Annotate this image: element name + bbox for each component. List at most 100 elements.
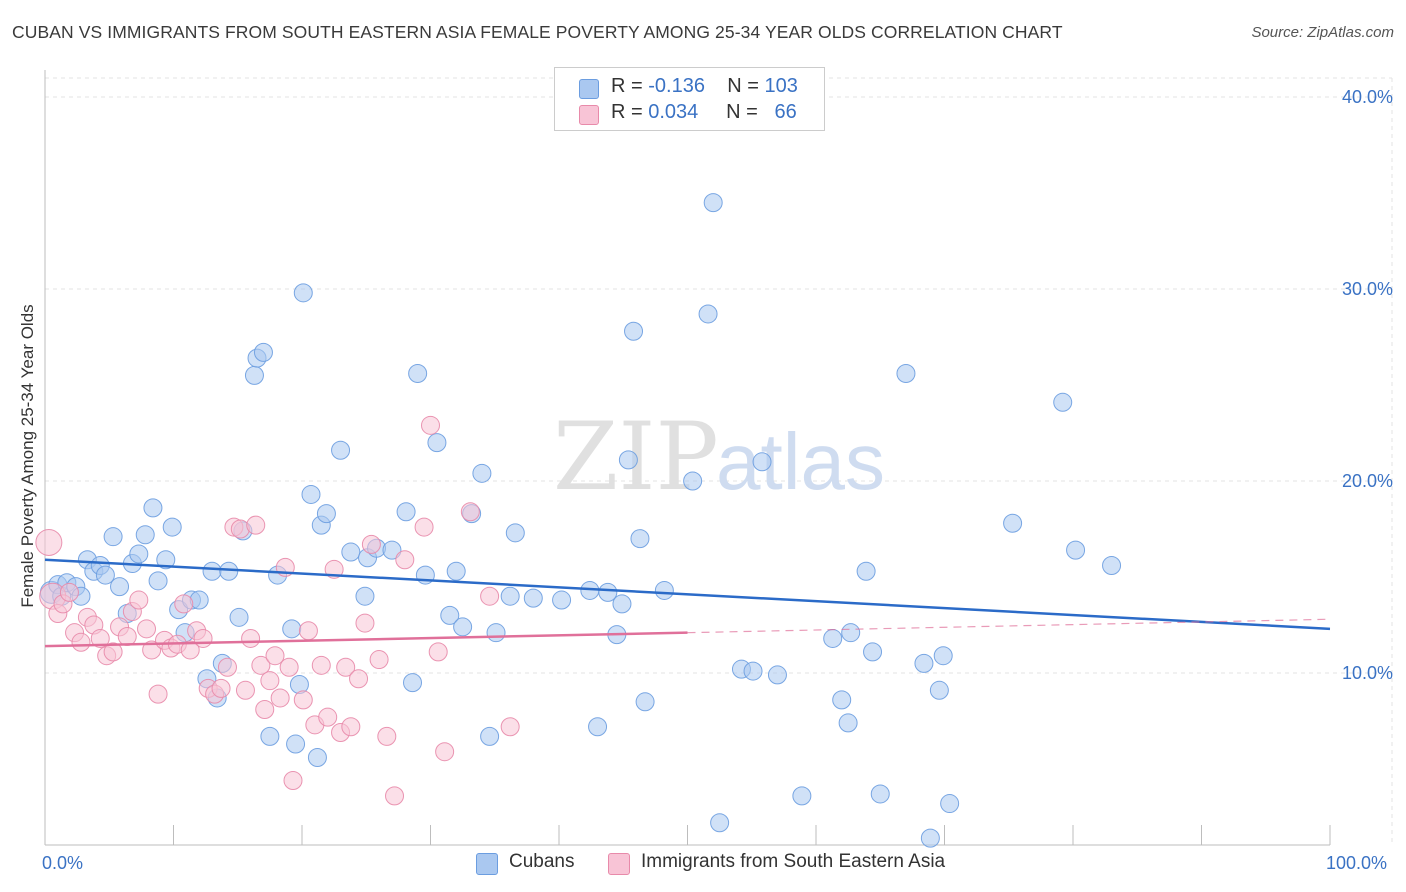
watermark: ZIP atlas [553,403,885,512]
point-cubans [710,813,730,833]
point-cubans [1053,392,1073,412]
point-cubans [301,484,321,504]
point-cubans [624,321,644,341]
r-label: R = [611,75,643,97]
x-tick-right: 100.0% [1326,853,1388,873]
point-cubans [870,784,890,804]
point-cubans [129,544,149,564]
point-immigrants [421,415,440,435]
point-cubans [148,571,168,591]
point-cubans [618,450,638,470]
point-immigrants [251,655,271,675]
point-cubans [446,561,466,581]
point-immigrants [235,680,255,700]
point-immigrants [395,550,415,570]
point-cubans [382,540,402,560]
point-cubans [408,363,428,383]
point-cubans [110,577,130,597]
n-value: 66 [774,101,797,123]
point-cubans [1102,555,1122,575]
point-immigrants [260,671,280,691]
point-immigrants [180,640,200,660]
legend-label: Cubans [509,851,575,872]
point-cubans [341,542,361,562]
point-immigrants [318,707,338,727]
point-cubans [703,193,723,213]
chart-title: CUBAN VS IMMIGRANTS FROM SOUTH EASTERN A… [12,22,1063,42]
y-tick-label: 40.0% [1342,87,1393,107]
point-immigrants [369,650,389,670]
point-immigrants [336,657,356,677]
point-immigrants [246,515,266,535]
point-cubans [914,653,934,673]
legend-swatch-cubans [476,853,498,875]
point-cubans [427,433,447,453]
point-cubans [1066,540,1086,560]
point-cubans [856,561,876,581]
point-cubans [863,642,883,662]
point-immigrants [217,657,237,677]
point-cubans [654,580,674,600]
point-immigrants [59,582,79,602]
point-cubans [286,734,306,754]
point-immigrants [129,590,149,610]
point-cubans [698,304,718,324]
point-cubans [331,440,351,460]
point-immigrants [255,699,275,719]
point-immigrants [270,688,290,708]
n-label: N = [726,101,758,123]
point-cubans [523,588,543,608]
point-immigrants [279,657,299,677]
r-value: -0.136 [648,75,705,97]
point-cubans [453,617,473,637]
point-immigrants [460,502,480,522]
y-tick-label: 30.0% [1342,279,1393,299]
n-label: N = [727,75,759,97]
point-cubans [933,646,953,666]
point-cubans [282,619,302,639]
point-immigrants [355,613,375,633]
y-tick-label: 10.0% [1342,663,1393,683]
point-cubans [896,363,916,383]
point-immigrants [298,621,318,641]
point-immigrants [361,534,381,554]
point-immigrants [211,678,231,698]
point-immigrants [103,642,123,662]
point-cubans [838,713,858,733]
point-immigrants [174,594,194,614]
point-cubans [832,690,852,710]
point-cubans [500,586,520,606]
point-immigrants [377,726,397,746]
point-immigrants [435,742,455,762]
point-immigrants [193,628,213,648]
r-value: 0.034 [648,101,699,123]
point-cubans [612,594,632,614]
point-cubans [1003,513,1023,533]
trend-line-cubans [44,558,1331,631]
watermark-atlas: atlas [716,417,885,506]
trend-line-immigrants [44,631,688,648]
point-cubans [355,586,375,606]
point-immigrants [311,655,331,675]
point-cubans [244,365,264,385]
chart-source: Source: ZipAtlas.com [1251,24,1394,41]
point-cubans [219,561,239,581]
point-cubans [841,623,861,643]
point-cubans [472,463,492,483]
axes [44,70,1331,846]
y-tick-label: 20.0% [1342,471,1393,491]
legend-swatch-cubans [579,79,599,99]
point-immigrants [349,669,369,689]
point-immigrants [71,632,91,652]
point-cubans [162,517,182,537]
legend-swatch-immigrants [608,853,630,875]
point-immigrants [137,619,157,639]
point-cubans [260,726,280,746]
point-cubans [307,747,327,767]
series-legend: Cubans Immigrants from South Eastern Asi… [0,851,1406,877]
point-immigrants [293,690,313,710]
point-cubans [767,665,787,685]
point-cubans [630,529,650,549]
point-immigrants [142,640,162,660]
point-immigrants [148,684,168,704]
